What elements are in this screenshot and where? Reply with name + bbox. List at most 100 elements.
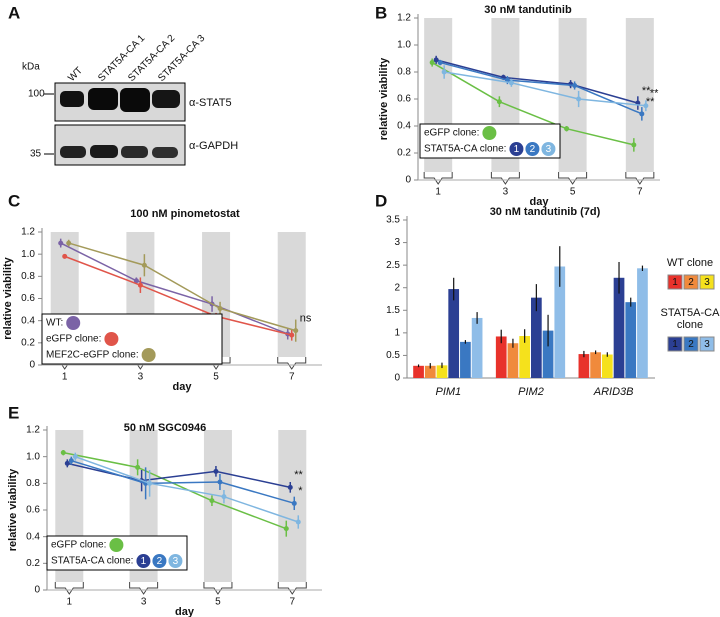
x-axis-label: day	[530, 196, 550, 208]
point	[631, 142, 637, 148]
point	[221, 494, 227, 500]
bar	[542, 330, 554, 378]
bar	[436, 365, 448, 378]
point	[289, 332, 295, 338]
x-tick-label: PIM2	[518, 386, 544, 398]
legend-entry: 3	[546, 144, 552, 155]
legend-label: clone	[677, 319, 703, 331]
bar	[424, 365, 436, 378]
legend-label: WT clone	[667, 257, 713, 269]
legend-entry: 3	[704, 339, 710, 350]
series-line	[444, 71, 646, 107]
point	[213, 468, 219, 474]
annotation: **	[642, 85, 651, 97]
legend-swatch	[699, 336, 715, 352]
y-tick-label: 0.6	[397, 94, 411, 105]
y-tick-label: 3.5	[386, 215, 400, 226]
y-tick-label: 1.0	[26, 451, 40, 462]
y-tick-label: 1.2	[26, 425, 40, 436]
point	[433, 57, 439, 63]
y-tick-label: 1	[394, 327, 400, 338]
y-tick-label: 0.4	[26, 531, 40, 542]
blot-panel: A kDa WT STAT5A-CA 1 STAT5A-CA 2 STAT5A-…	[8, 3, 238, 166]
series-line	[64, 255, 292, 336]
series-line	[67, 462, 291, 489]
point	[147, 480, 153, 486]
y-tick-label: 2.5	[386, 260, 400, 271]
point	[291, 500, 297, 506]
bar	[519, 336, 530, 378]
legend-entry: 2	[157, 556, 163, 567]
y-tick-label: 0.2	[397, 148, 411, 159]
marker-label: 35	[30, 149, 42, 160]
x-tick-label: 3	[503, 187, 509, 198]
bar	[613, 277, 625, 378]
legend-entry: 2	[688, 339, 694, 350]
x-tick-label: 7	[289, 597, 295, 608]
point	[72, 454, 78, 460]
x-tick-label: 5	[215, 597, 221, 608]
bar	[531, 297, 542, 378]
annotation: ns	[300, 313, 312, 325]
bar	[413, 365, 424, 378]
legend-swatch	[541, 142, 556, 156]
y-tick-label: 0	[394, 373, 400, 384]
legend-swatch	[109, 538, 124, 552]
chart-title: 30 nM tandutinib (7d)	[490, 206, 601, 218]
annotation: **	[646, 96, 655, 108]
y-tick-label: 0.4	[21, 315, 35, 326]
y-axis-label: relative viability	[2, 256, 14, 339]
point	[68, 458, 74, 464]
bar	[578, 354, 590, 378]
x-tick-label: PIM1	[435, 386, 461, 398]
y-tick-label: 0.4	[397, 121, 411, 132]
y-tick-label: 0.8	[26, 478, 40, 489]
x-tick-bracket	[423, 172, 453, 185]
bar	[495, 336, 507, 378]
legend-swatch	[667, 336, 683, 352]
chart-title: 100 nM pinometostat	[130, 208, 240, 220]
y-tick-label: 0.6	[21, 293, 35, 304]
legend-label: eGFP clone:	[46, 334, 101, 345]
series-line	[68, 242, 296, 332]
point	[135, 464, 141, 470]
y-tick-label: 0.8	[21, 271, 35, 282]
y-tick-label: 1.2	[21, 227, 35, 238]
bar	[554, 266, 566, 378]
y-tick-label: 1.0	[21, 249, 35, 260]
x-tick-label: 5	[570, 187, 576, 198]
band	[90, 145, 118, 158]
point	[64, 460, 70, 466]
antibody-label: α-GAPDH	[189, 140, 238, 152]
series-line	[75, 455, 299, 523]
legend-entry: 1	[141, 556, 147, 567]
bar	[471, 317, 483, 378]
legend-swatch	[699, 274, 715, 290]
legend-swatch	[683, 274, 699, 290]
legend-entry: 1	[672, 339, 678, 350]
point	[564, 126, 570, 132]
x-tick-label: 5	[213, 372, 219, 383]
y-tick-label: 0.5	[386, 350, 400, 361]
bar	[625, 302, 637, 378]
y-tick-label: 1.0	[397, 40, 411, 51]
x-tick-label: 7	[289, 372, 295, 383]
legend-swatch	[509, 142, 524, 156]
panel-letter: B	[375, 3, 387, 22]
bar	[460, 341, 471, 378]
bar	[448, 289, 460, 378]
bar	[601, 354, 613, 378]
point	[295, 519, 301, 525]
series-line	[71, 459, 295, 505]
y-tick-label: 0	[405, 175, 411, 186]
legend-swatch	[683, 336, 699, 352]
legend-entry: 2	[530, 144, 536, 155]
x-axis-label: day	[173, 381, 193, 393]
point	[293, 328, 299, 334]
chart-title: 50 nM SGC0946	[124, 422, 207, 434]
x-tick-bracket	[625, 172, 655, 185]
marker-label: 100	[28, 89, 45, 100]
legend-label: STAT5A-CA	[661, 307, 720, 319]
x-tick-bracket	[54, 582, 84, 595]
